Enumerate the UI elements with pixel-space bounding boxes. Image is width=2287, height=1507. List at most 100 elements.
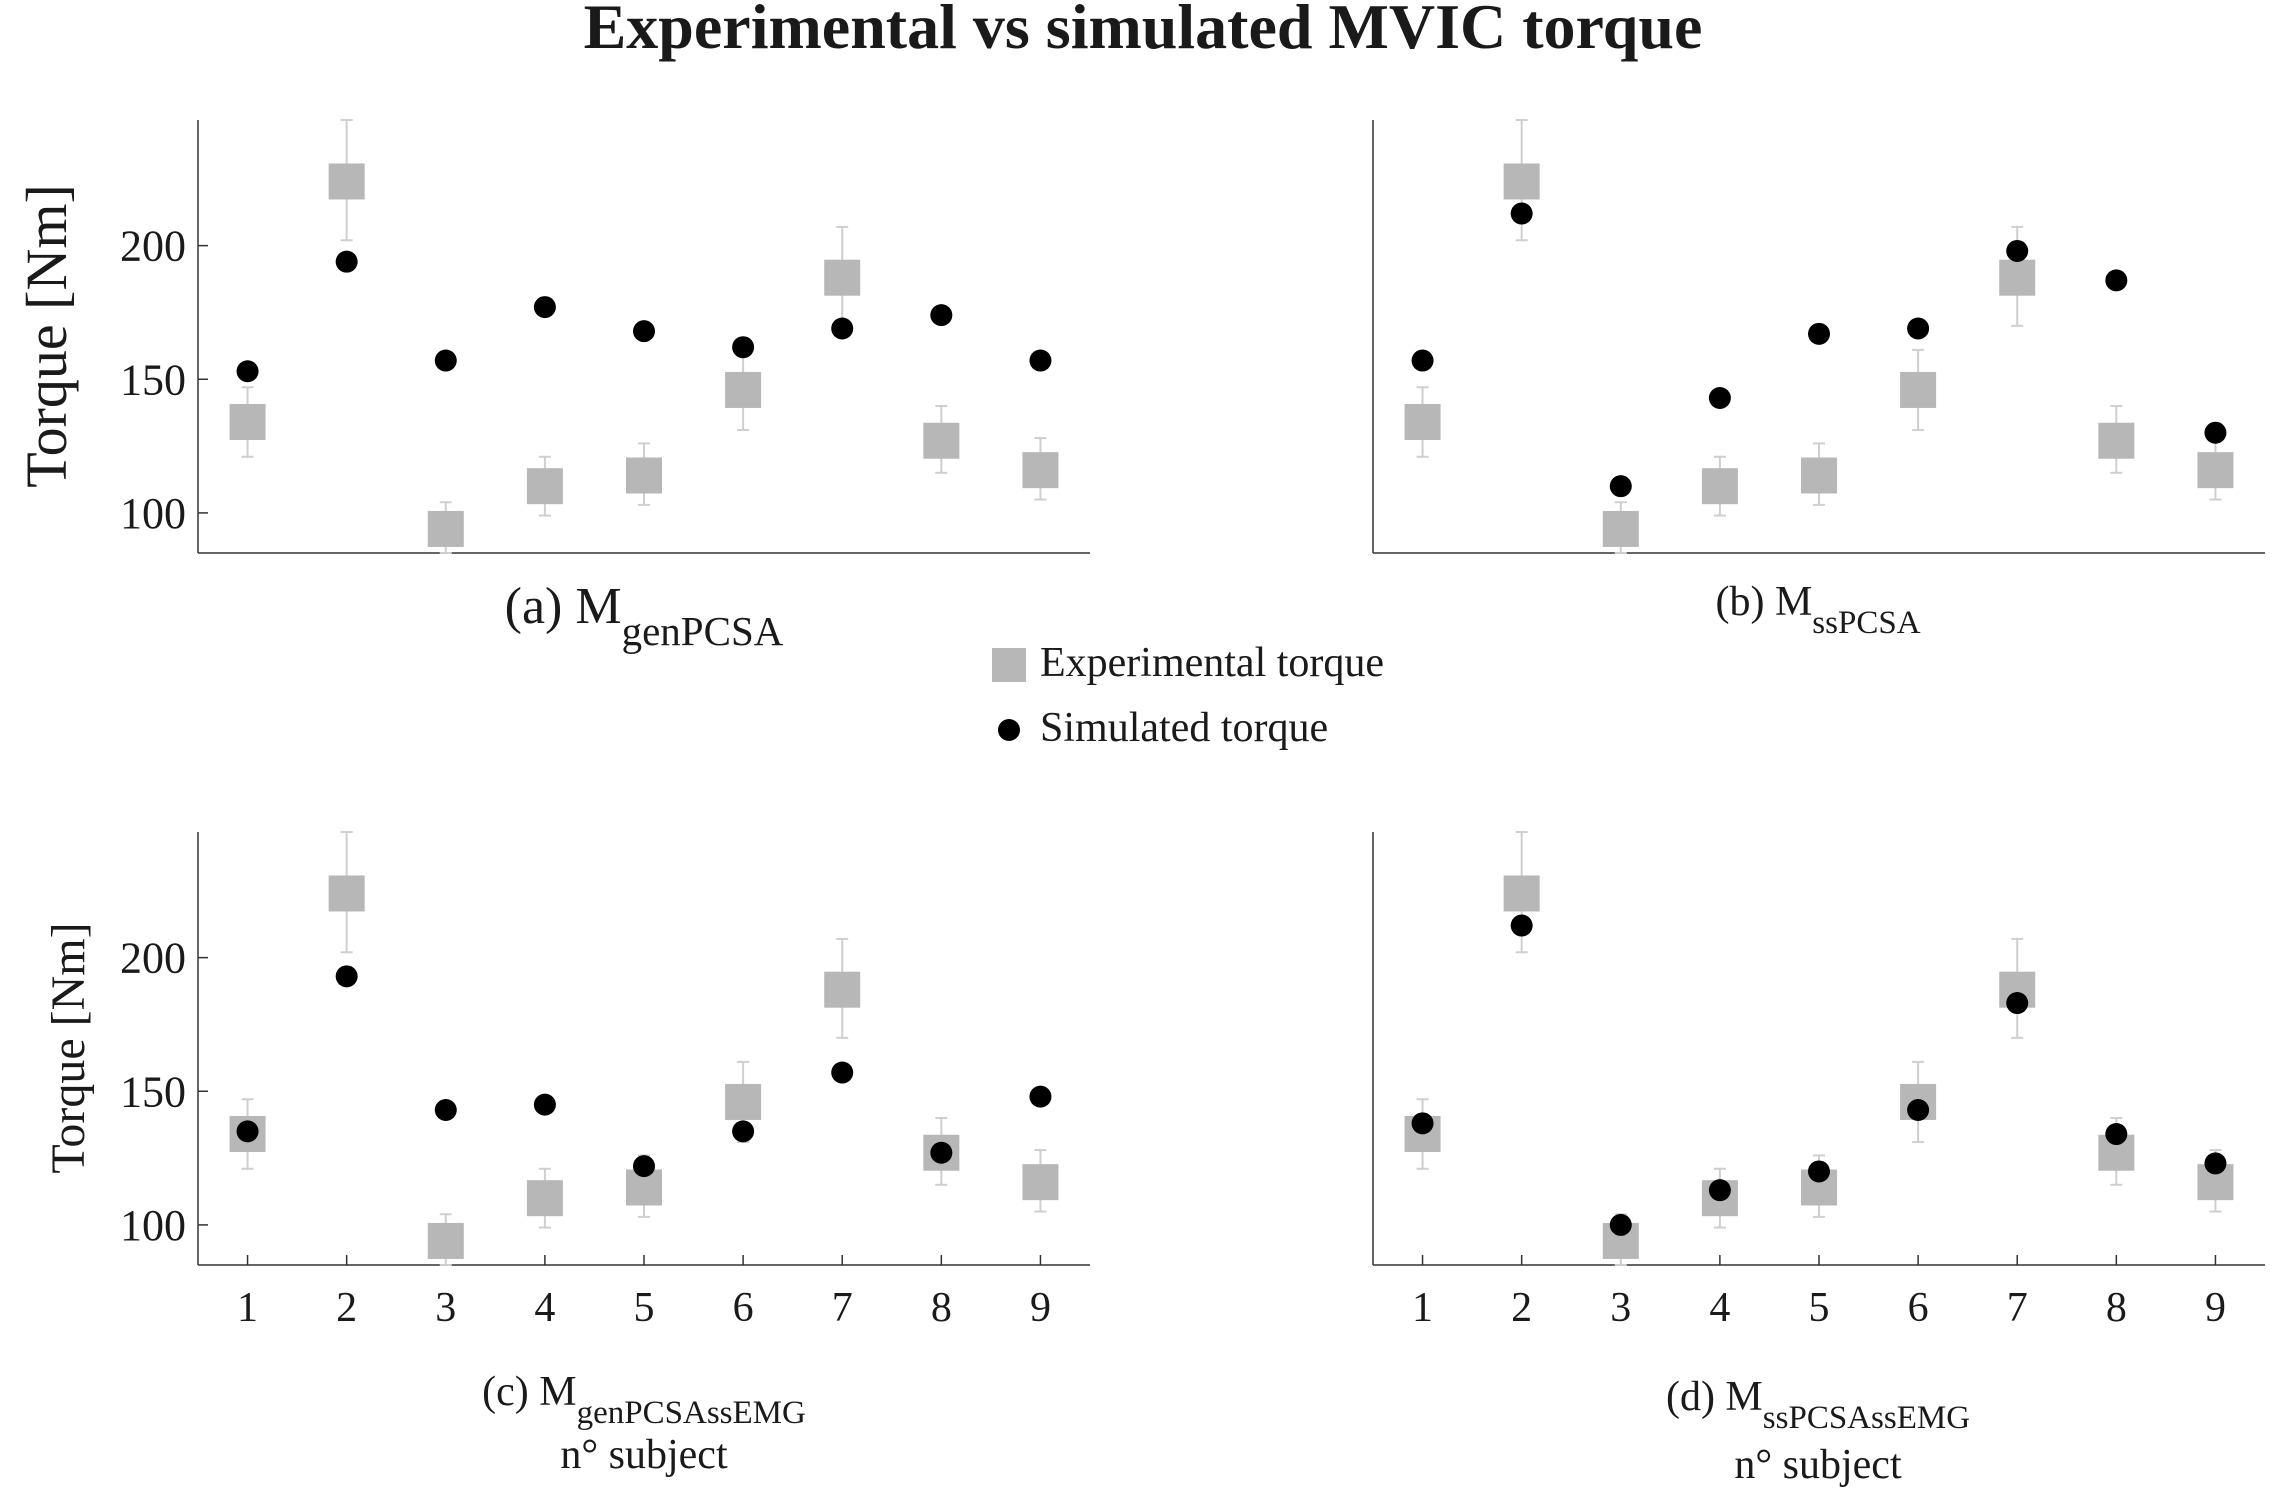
experimental-point [229, 404, 266, 441]
experimental-point [1022, 1164, 1059, 1201]
simulated-point [1510, 914, 1533, 937]
x-tick-label: 6 [733, 1285, 754, 1331]
simulated-point [1029, 1085, 1052, 1108]
caption-subscript: ssPCSAssEMG [1763, 1400, 1970, 1436]
x-tick-label: 8 [931, 1285, 952, 1331]
experimental-point [725, 1083, 762, 1120]
experimental-point [626, 457, 662, 494]
x-tick-label: 3 [1610, 1285, 1631, 1331]
experimental-point [923, 422, 960, 459]
experimental-point [1900, 371, 1937, 408]
simulated-point [1907, 1098, 1930, 1121]
experimental-point [1404, 404, 1441, 441]
experimental-point [824, 259, 861, 296]
caption-prefix: (b) M [1715, 579, 1812, 625]
x-tick-label: 2 [1511, 1285, 1532, 1331]
panel-caption: (a) MgenPCSA [505, 578, 784, 654]
caption-prefix: (a) M [505, 578, 622, 635]
simulated-point [236, 360, 259, 383]
y-tick-label: 100 [120, 489, 186, 538]
x-tick-label: 1 [1412, 1285, 1433, 1331]
experimental-point [1602, 510, 1639, 547]
experimental-point [427, 510, 464, 547]
panel-d: 1 2 3 4 5 6 7 8 9 (d) MssPCSAssEMG n° subject [1372, 831, 2265, 1488]
simulated-point [533, 296, 556, 319]
simulated-point [434, 349, 457, 372]
x-tick-label: 9 [2205, 1285, 2226, 1331]
x-tick-label: 2 [336, 1285, 357, 1331]
simulated-point [1808, 1160, 1830, 1183]
simulated-point [1808, 322, 1830, 345]
x-axis-label: n° subject [1734, 1442, 1902, 1488]
panel-a: 100 150 200 Torque [Nm] (a) MgenPCSA [14, 119, 1090, 654]
y-tick-label: 100 [120, 1201, 186, 1250]
x-tick-label: 6 [1908, 1285, 1929, 1331]
experimental-point [427, 1222, 464, 1259]
experimental-point [328, 163, 365, 200]
experimental-point [1701, 468, 1738, 505]
simulated-point [1411, 1112, 1434, 1135]
simulated-point [930, 304, 953, 327]
simulated-point [633, 1155, 655, 1178]
experimental-point [328, 875, 365, 912]
x-tick-label: 3 [435, 1285, 456, 1331]
simulated-point [2204, 421, 2227, 444]
panel-b: (b) MssPCSA [1372, 119, 2265, 641]
simulated-point [831, 1061, 854, 1084]
simulated-point [1510, 202, 1533, 225]
caption-subscript: ssPCSA [1812, 605, 1920, 641]
x-tick-label: 7 [832, 1285, 853, 1331]
simulated-point [533, 1093, 556, 1116]
y-tick-label: 200 [120, 934, 186, 983]
simulated-point [1029, 349, 1052, 372]
y-tick-label: 150 [120, 1067, 186, 1116]
experimental-point [2197, 452, 2234, 489]
panel-caption: (b) MssPCSA [1715, 579, 1920, 641]
simulated-point [434, 1098, 457, 1121]
figure-title: Experimental vs simulated MVIC torque [584, 0, 1703, 62]
experimental-point [1503, 875, 1540, 912]
experimental-point [1999, 259, 2036, 296]
simulated-point [732, 1120, 755, 1143]
simulated-point [1907, 317, 1930, 340]
x-tick-label: 1 [237, 1285, 258, 1331]
simulated-point [335, 250, 358, 273]
experimental-point [725, 371, 762, 408]
x-axis-label: n° subject [560, 1432, 728, 1478]
experimental-point [1801, 457, 1837, 494]
x-tick-label: 4 [1709, 1285, 1730, 1331]
y-axis-label: Torque [Nm] [14, 184, 79, 488]
y-tick-label: 200 [120, 222, 186, 271]
caption-prefix: (d) M [1666, 1374, 1763, 1420]
simulated-point [2006, 239, 2029, 262]
x-tick-label: 7 [2007, 1285, 2028, 1331]
simulated-point [1609, 475, 1632, 498]
legend-experimental-marker [992, 648, 1026, 682]
x-tick-label: 4 [534, 1285, 555, 1331]
caption-subscript: genPCSAssEMG [577, 1395, 806, 1431]
simulated-point [1411, 349, 1434, 372]
simulated-point [335, 965, 358, 988]
simulated-point [1708, 386, 1731, 409]
legend-experimental-label: Experimental torque [1040, 640, 1384, 686]
simulated-point [236, 1120, 259, 1143]
simulated-point [732, 336, 755, 359]
simulated-point [1708, 1179, 1731, 1202]
x-tick-label: 9 [1030, 1285, 1051, 1331]
experimental-point [526, 468, 563, 505]
simulated-point [831, 317, 854, 340]
simulated-point [2006, 992, 2029, 1015]
x-tick-label: 5 [1809, 1285, 1830, 1331]
legend: Experimental torque Simulated torque [992, 640, 1384, 751]
panel-c: 100 150 200 1 2 3 4 5 6 7 8 9 Torque [Nm] (c) MgenPCS… [42, 831, 1090, 1478]
simulated-point [2204, 1152, 2227, 1175]
x-tick-label: 8 [2106, 1285, 2127, 1331]
caption-subscript: genPCSA [622, 608, 784, 654]
legend-simulated-label: Simulated torque [1040, 705, 1328, 751]
simulated-point [633, 320, 655, 343]
caption-prefix: (c) M [482, 1369, 576, 1415]
x-tick-label: 5 [634, 1285, 655, 1331]
y-tick-label: 150 [120, 355, 186, 404]
